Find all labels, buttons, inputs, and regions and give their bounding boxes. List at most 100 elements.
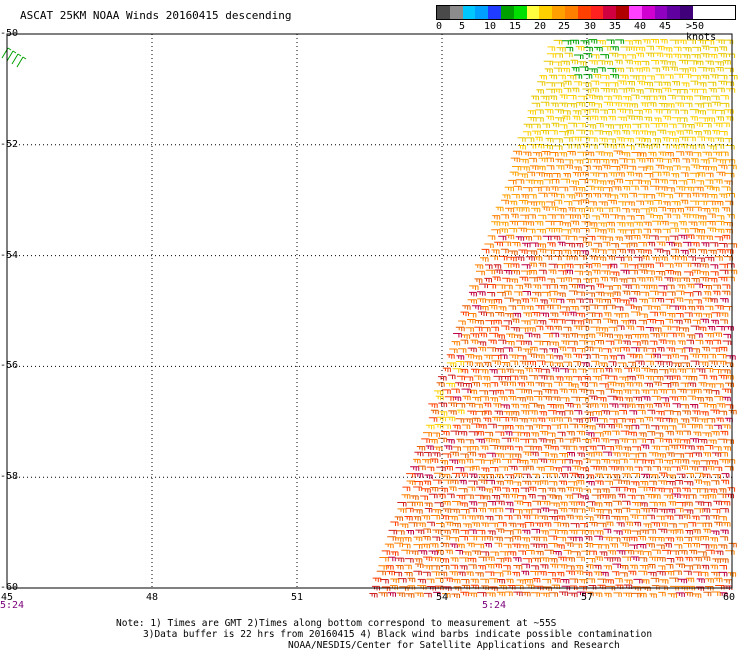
- wind-barb: [501, 437, 512, 443]
- wind-barb: [724, 138, 733, 143]
- wind-barb: [563, 87, 572, 93]
- wind-barb: [548, 516, 558, 521]
- wind-barb: [627, 249, 635, 254]
- wind-barb: [577, 122, 586, 128]
- wind-barb: [509, 493, 518, 499]
- wind-barb: [553, 39, 563, 45]
- wind-barb: [707, 81, 717, 87]
- wind-barb: [386, 565, 394, 570]
- wind-barb: [589, 108, 599, 114]
- wind-barb: [663, 361, 673, 366]
- wind-barb: [710, 271, 719, 276]
- wind-barb: [486, 556, 495, 562]
- wind-barb: [644, 173, 654, 178]
- wind-barb: [447, 439, 455, 444]
- wind-barb: [704, 522, 713, 528]
- wind-barb: [681, 439, 691, 444]
- wind-barb: [602, 451, 612, 457]
- wind-barb: [459, 502, 468, 507]
- wind-barb: [471, 550, 481, 555]
- wind-barb: [494, 269, 503, 274]
- wind-barb: [674, 102, 684, 107]
- wind-barb: [649, 501, 658, 507]
- wind-barb: [707, 145, 717, 150]
- wind-barb: [570, 306, 579, 311]
- wind-barb: [621, 152, 631, 157]
- wind-barb: [557, 74, 566, 80]
- wind-barb: [590, 277, 599, 283]
- wind-barb: [651, 305, 661, 311]
- wind-barb: [466, 571, 474, 576]
- wind-barb: [553, 522, 562, 527]
- wind-barb: [711, 452, 722, 457]
- wind-barb: [608, 361, 617, 366]
- wind-barb: [645, 494, 655, 499]
- wind-barb: [714, 256, 723, 261]
- wind-barb: [395, 565, 404, 570]
- wind-barb: [515, 179, 525, 184]
- wind-barb: [706, 221, 716, 226]
- wind-barb: [549, 152, 559, 157]
- wind-barb: [612, 500, 622, 506]
- wind-barb: [521, 537, 530, 542]
- wind-barb: [494, 312, 505, 317]
- wind-barb: [542, 578, 552, 584]
- wind-barb: [551, 179, 560, 184]
- wind-barb: [575, 536, 583, 542]
- wind-barb: [608, 375, 618, 381]
- wind-barb: [459, 472, 468, 478]
- wind-barb: [397, 508, 407, 513]
- wind-barb: [674, 192, 683, 198]
- wind-barb: [574, 320, 585, 325]
- wind-barb: [515, 284, 523, 290]
- wind-barb: [673, 487, 681, 492]
- wind-barb: [420, 495, 428, 500]
- wind-barb: [530, 514, 539, 520]
- wind-barb: [433, 472, 443, 478]
- wind-barb: [462, 551, 472, 556]
- wind-barb: [637, 46, 646, 52]
- wind-barb: [449, 451, 459, 457]
- wind-barb: [547, 242, 556, 247]
- wind-barb: [663, 375, 674, 381]
- wind-barb: [501, 199, 509, 205]
- wind-barb: [500, 417, 510, 422]
- wind-barb: [562, 67, 570, 73]
- wind-barb: [699, 374, 708, 380]
- wind-barb: [604, 292, 614, 297]
- wind-barb: [554, 404, 564, 409]
- wind-barb: [701, 411, 709, 416]
- wind-barb: [577, 151, 587, 157]
- wind-barb: [710, 571, 720, 577]
- wind-barb: [593, 347, 603, 352]
- wind-barb: [543, 333, 553, 338]
- wind-barb: [725, 145, 735, 150]
- wind-barb: [681, 166, 690, 171]
- wind-barb: [522, 558, 532, 563]
- wind-barb: [695, 235, 705, 240]
- wind-barb: [718, 276, 728, 282]
- wind-barb: [682, 47, 692, 52]
- wind-barb: [570, 39, 580, 45]
- wind-barb: [648, 297, 656, 303]
- wind-barb: [642, 234, 650, 239]
- wind-barb: [547, 278, 555, 283]
- wind-barb: [658, 339, 667, 344]
- wind-barb: [521, 242, 531, 248]
- wind-barb: [574, 410, 583, 415]
- wind-barb: [670, 255, 679, 261]
- wind-barb: [632, 586, 642, 591]
- wind-barb: [452, 424, 461, 430]
- wind-barb: [588, 522, 598, 527]
- wind-barb: [614, 59, 623, 65]
- wind-barb: [547, 214, 556, 219]
- wind-barb: [647, 347, 656, 353]
- wind-barb: [637, 80, 646, 86]
- wind-barb: [518, 466, 527, 471]
- wind-barb: [612, 563, 621, 569]
- wind-barb: [724, 326, 734, 331]
- wind-barb: [483, 402, 492, 408]
- wind-barb: [603, 502, 613, 507]
- wind-barb: [471, 522, 480, 527]
- wind-barb: [442, 479, 452, 485]
